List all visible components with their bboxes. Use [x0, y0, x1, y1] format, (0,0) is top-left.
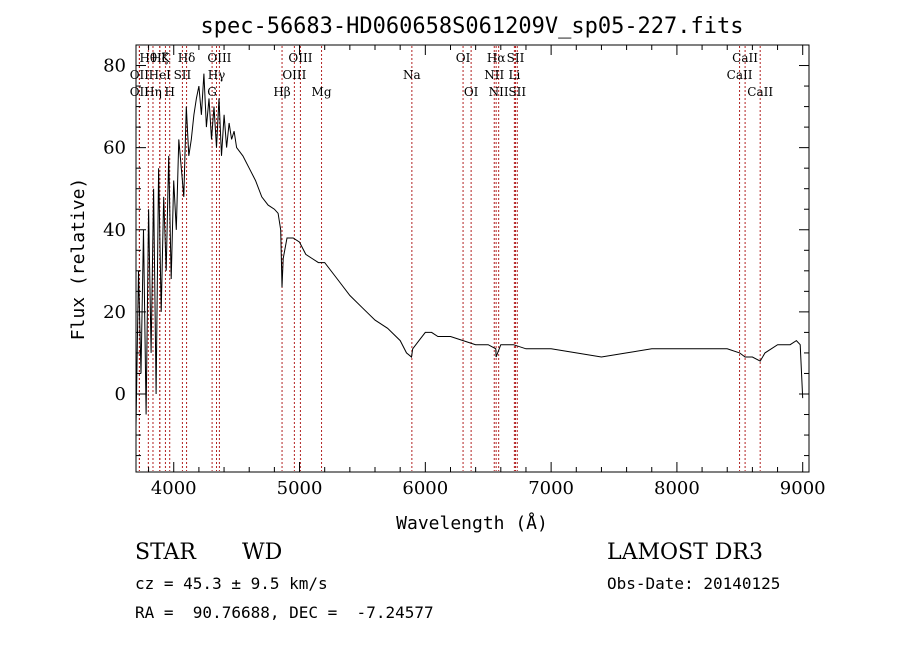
emission-line-label: OI — [456, 51, 471, 65]
redshift-readout: cz = 45.3 ± 9.5 km/s — [135, 574, 328, 593]
emission-line-label: Na — [403, 68, 421, 82]
object-class: STAR — [135, 540, 196, 565]
emission-line-label: SII — [508, 85, 526, 99]
emission-line-label: NII — [484, 68, 504, 82]
emission-line-label: Hα — [487, 51, 506, 65]
emission-line-label: Hη — [144, 85, 162, 99]
emission-line-label: OII — [130, 85, 150, 99]
emission-line-label: SII — [507, 51, 525, 65]
x-tick-label: 6000 — [402, 478, 448, 499]
emission-line-label: Hγ — [208, 68, 226, 82]
emission-line-label: HeI — [149, 68, 172, 82]
emission-line-label: OIII — [282, 68, 306, 82]
chart-title: spec-56683-HD060658S061209V_sp05-227.fit… — [200, 14, 743, 39]
spectrum-line — [135, 73, 804, 427]
y-tick-label: 20 — [103, 302, 126, 323]
emission-line-label: SII — [174, 68, 192, 82]
y-tick-label: 60 — [103, 138, 126, 159]
x-tick-label: 9000 — [780, 478, 826, 499]
x-tick-label: 7000 — [528, 478, 574, 499]
observation-date: Obs-Date: 20140125 — [607, 574, 781, 593]
emission-line-label: NII — [489, 85, 509, 99]
survey-label: LAMOST DR3 — [607, 540, 763, 565]
plot-frame — [135, 44, 810, 473]
emission-line-label: Hθ — [139, 51, 157, 65]
emission-line-label: CaII — [732, 51, 758, 65]
emission-line-label: OII — [130, 68, 150, 82]
emission-line-label: Hβ — [273, 85, 290, 99]
emission-line-label: OIII — [288, 51, 312, 65]
x-tick-label: 8000 — [654, 478, 700, 499]
x-axis-ticks: 4000 5000 6000 7000 8000 9000 — [148, 45, 826, 499]
emission-line-label: Hδ — [178, 51, 196, 65]
emission-line-label: CaII — [727, 68, 753, 82]
emission-line-label: K — [161, 51, 171, 65]
emission-line-markers — [138, 46, 761, 471]
object-subclass: WD — [242, 540, 283, 565]
emission-line-label: OI — [464, 85, 479, 99]
x-tick-label: 5000 — [277, 478, 323, 499]
x-axis-label: Wavelength (Å) — [396, 512, 548, 534]
emission-line-label: OIII — [207, 51, 231, 65]
emission-line-label: CaII — [747, 85, 773, 99]
emission-line-label: Li — [508, 68, 520, 82]
emission-line-label: Hζ — [151, 51, 168, 65]
x-tick-label: 4000 — [151, 478, 197, 499]
y-tick-label: 40 — [103, 220, 126, 241]
emission-line-label: G — [207, 85, 217, 99]
y-axis-ticks: 0 20 40 60 80 — [103, 44, 809, 457]
emission-line-label: H — [164, 85, 174, 99]
y-tick-label: 0 — [115, 384, 126, 405]
y-axis-label: Flux (relative) — [68, 178, 89, 341]
emission-line-label: Mg — [312, 85, 332, 99]
y-tick-label: 80 — [103, 56, 126, 77]
coordinates-readout: RA = 90.76688, DEC = -7.24577 — [135, 603, 434, 622]
